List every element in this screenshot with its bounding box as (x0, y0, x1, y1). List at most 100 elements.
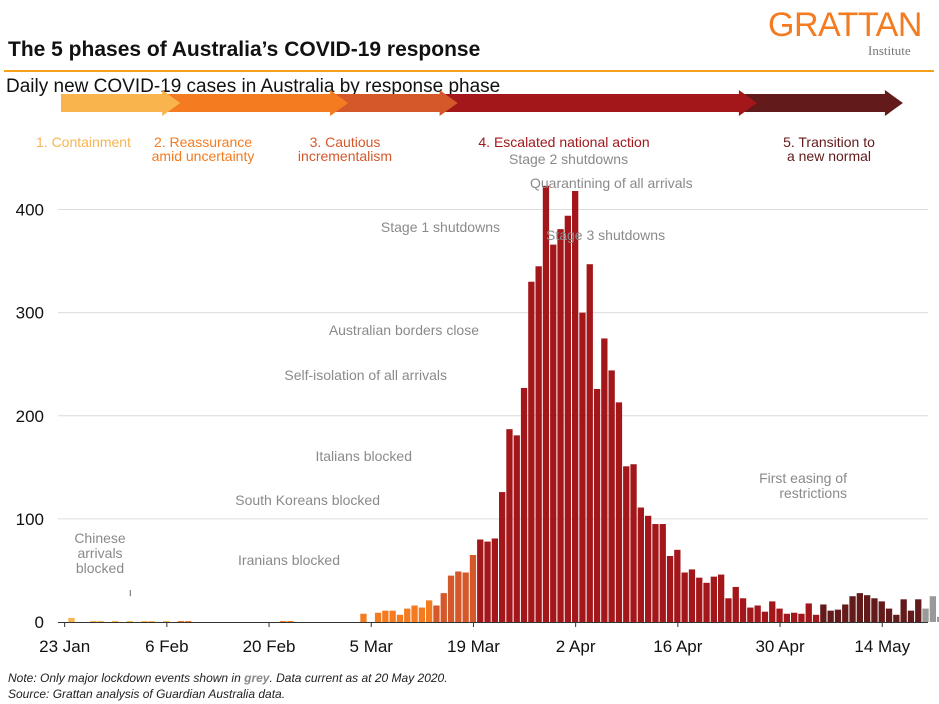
x-tick-label: 16 Apr (653, 637, 702, 656)
phase-label: 3. Cautious incrementalism (298, 134, 392, 164)
note-grey-word: grey (244, 671, 270, 685)
y-tick-label: 0 (35, 613, 44, 632)
annotation-label-line: Quarantining of all arrivals (530, 175, 693, 191)
bar (90, 620, 97, 622)
bar (374, 612, 382, 622)
annotation-label-line: Italians blocked (315, 448, 412, 464)
bar (513, 435, 520, 622)
bar (564, 215, 571, 622)
annotation-label: Self-isolation of all arrivals (284, 367, 447, 383)
bar (776, 608, 783, 622)
phase-label-line: 4. Escalated national action (478, 134, 649, 150)
bar (499, 492, 506, 622)
annotation-label: First easing of restrictions (759, 470, 847, 501)
bar (469, 554, 477, 622)
bar (645, 515, 652, 622)
bar (185, 620, 192, 622)
bar (871, 598, 878, 622)
bar (148, 620, 155, 622)
annotation-label: Stage 3 shutdowns (546, 227, 665, 243)
bar (769, 601, 776, 622)
annotation-label: Stage 1 shutdowns (381, 219, 500, 235)
bar (623, 466, 630, 622)
bar (900, 599, 907, 622)
bar (601, 338, 608, 622)
bar (484, 541, 491, 622)
bar (112, 620, 119, 622)
bar (798, 613, 805, 622)
bar (915, 599, 922, 622)
bar (805, 603, 812, 622)
annotation-label: Chinese arrivals blocked (74, 530, 126, 576)
bar (849, 596, 856, 622)
bar (864, 595, 871, 622)
bar (68, 617, 75, 622)
bar (907, 610, 915, 622)
bar (455, 571, 462, 622)
page-title: The 5 phases of Australia’s COVID-19 res… (8, 38, 481, 61)
bar (586, 264, 593, 622)
annotation-label: Italians blocked (315, 448, 412, 464)
bar (885, 608, 893, 622)
bar (725, 598, 732, 622)
bar (681, 572, 688, 622)
bar (287, 620, 294, 622)
bar (593, 388, 601, 622)
title-rule (4, 70, 934, 72)
bar (615, 402, 623, 622)
bar (637, 507, 644, 622)
footnote: Note: Only major lockdown events shown i… (8, 671, 448, 685)
y-tick-label: 200 (16, 407, 44, 426)
bar (389, 610, 396, 622)
bar (791, 612, 798, 622)
chart-subtitle: Daily new COVID-19 cases in Australia by… (6, 76, 501, 97)
bar (280, 620, 287, 622)
bar (462, 572, 469, 622)
phase-arrow (331, 90, 458, 116)
annotation-label: South Koreans blocked (235, 492, 380, 508)
bar (893, 614, 900, 622)
phase-label-line: 5. Transition to (783, 134, 875, 150)
bar (827, 610, 834, 622)
phase-arrow (739, 90, 903, 116)
bar (126, 620, 133, 622)
annotation-label: Quarantining of all arrivals (530, 175, 693, 191)
bar (572, 190, 579, 623)
x-tick-label: 14 May (854, 637, 910, 656)
bar (608, 370, 615, 622)
phase-label-line: a new normal (787, 148, 871, 164)
bar (360, 613, 367, 622)
bar (382, 610, 389, 622)
bar (652, 524, 659, 622)
bar (141, 620, 148, 622)
bar (163, 620, 170, 622)
bar (506, 429, 513, 622)
x-tick-label: 19 Mar (447, 637, 500, 656)
bar (878, 601, 885, 622)
bar (710, 576, 717, 622)
phase-arrow (61, 90, 181, 116)
phase-arrow (440, 90, 757, 116)
bar (659, 524, 666, 622)
bar (937, 616, 939, 622)
note-prefix: Note: Only major lockdown events shown i… (8, 671, 245, 685)
x-tick-label: 2 Apr (556, 637, 596, 656)
bar (411, 605, 418, 622)
annotation-label-line: restrictions (779, 485, 847, 501)
x-tick-label: 20 Feb (243, 637, 296, 656)
bar (696, 577, 703, 622)
phase-label-line: 1. Containment (36, 134, 131, 150)
bar (396, 614, 404, 622)
y-tick-label: 400 (16, 201, 44, 220)
bar (820, 604, 827, 622)
bar (761, 611, 769, 622)
bar (747, 607, 754, 622)
annotation-label-line: Chinese (74, 530, 126, 546)
phase-label: 2. Reassurance amid uncertainty (152, 134, 255, 164)
annotation-label-line: Iranians blocked (238, 552, 340, 568)
annotation-label-line: Self-isolation of all arrivals (284, 367, 447, 383)
source-note: Source: Grattan analysis of Guardian Aus… (8, 687, 286, 701)
bar (550, 244, 557, 622)
y-tick-label: 100 (16, 510, 44, 529)
